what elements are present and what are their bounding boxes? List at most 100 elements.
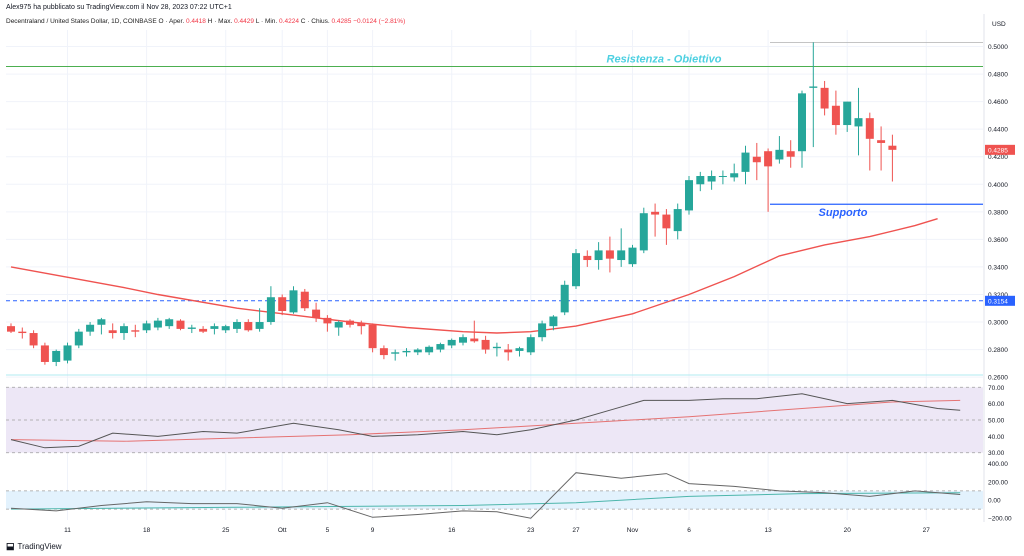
time-tick-label: 27 — [923, 527, 931, 534]
candle-body — [233, 322, 241, 329]
price-tick-label: 0.4600 — [988, 99, 1008, 106]
candle-body — [447, 339, 456, 346]
candle-body — [266, 297, 275, 323]
candle-body — [63, 345, 72, 361]
price-tick-label: 0.3200 — [988, 292, 1008, 299]
candle-body — [583, 255, 592, 261]
candle-body — [560, 284, 569, 313]
candle-body — [492, 346, 501, 349]
time-tick-label: 9 — [371, 527, 375, 534]
rsi-line — [10, 393, 961, 449]
candle-body — [673, 209, 682, 232]
candle-body — [357, 323, 366, 327]
publisher-line: Alex975 ha pubblicato su TradingView.com… — [6, 4, 232, 11]
candle-body — [809, 86, 818, 88]
resistance-annotation: Resistenza - Obiettivo — [607, 54, 722, 66]
time-tick-label: 27 — [572, 527, 580, 534]
price-tick-label: 0.3000 — [988, 320, 1008, 327]
price-tick-label: 0.2600 — [988, 375, 1008, 382]
candle-body — [459, 337, 467, 343]
candle-body — [718, 176, 727, 178]
change-value: −0.0124 (−2.81%) — [353, 18, 406, 25]
candle-body — [108, 330, 117, 334]
low-value: 0.4224 — [279, 18, 299, 25]
price-tick-label: 0.4200 — [988, 154, 1008, 161]
time-tick-label: 20 — [844, 527, 852, 534]
candle-body — [379, 348, 388, 356]
open-text: Aper. — [168, 18, 185, 25]
candle-body — [685, 180, 693, 211]
rsi-ma-line — [10, 399, 961, 442]
candle-body — [662, 214, 671, 229]
candle-body — [877, 140, 886, 143]
candle-body — [888, 145, 897, 150]
price-tick-label: 0.4800 — [988, 72, 1008, 79]
candle-body — [470, 338, 479, 342]
candle-body — [278, 297, 287, 311]
high-text: Max. — [218, 18, 233, 25]
rsi-tick-label: 50.00 — [988, 418, 1005, 425]
price-tick-label: 0.3400 — [988, 264, 1008, 271]
candle-body — [97, 319, 106, 325]
candle-body — [368, 324, 377, 349]
candle-body — [187, 327, 196, 329]
support-annotation: Supporto — [819, 207, 868, 219]
price-tick-label: 0.4000 — [988, 182, 1008, 189]
open-value: 0.4418 — [185, 18, 206, 25]
footer-logo[interactable]: ⬓ TradingView — [6, 541, 62, 552]
cci-ma-line — [10, 492, 961, 510]
candle-body — [334, 322, 343, 328]
time-tick-label: Ott — [278, 527, 287, 534]
candle-body — [843, 101, 852, 126]
price-tick-label: 0.3800 — [988, 209, 1008, 216]
footer-logo-text: TradingView — [17, 542, 62, 551]
candle-body — [764, 151, 773, 167]
candle-body — [481, 339, 490, 350]
candle-body — [131, 330, 140, 332]
last-price-badge — [985, 144, 1015, 155]
candle-body — [628, 247, 637, 265]
low-label: L — [255, 18, 260, 25]
candle-body — [40, 345, 49, 362]
candle-body — [425, 346, 434, 353]
moving-average-line — [10, 218, 938, 334]
candle-body — [696, 176, 705, 185]
candle-body — [199, 328, 208, 332]
candle-body — [300, 291, 309, 309]
candle-body — [820, 87, 829, 109]
candle-body — [605, 250, 614, 259]
candle-body — [402, 350, 411, 353]
candle-body — [142, 323, 151, 331]
candle-body — [29, 333, 38, 346]
time-tick-label: 11 — [64, 527, 71, 534]
rsi-tick-label: 70.00 — [988, 385, 1005, 392]
cci-line — [10, 472, 961, 519]
price-tick-label: 0.4400 — [988, 127, 1008, 134]
candle-body — [515, 348, 524, 351]
time-tick-label: 6 — [687, 527, 691, 534]
candle-body — [221, 326, 230, 331]
high-value: 0.4429 — [234, 18, 254, 25]
candle-body — [504, 349, 513, 353]
rsi-tick-label: 40.00 — [988, 434, 1005, 441]
candle-body — [255, 322, 264, 329]
candle-body — [572, 253, 580, 287]
price-tick-label: 0.5000 — [988, 44, 1008, 51]
open-label: O — [158, 18, 164, 25]
candle-body — [617, 250, 626, 261]
candle-body — [18, 331, 27, 334]
level-price-label: 0.3154 — [988, 298, 1008, 305]
cci-tick-label: −200.00 — [988, 516, 1012, 523]
price-tick-label: 0.2800 — [988, 347, 1008, 354]
currency-label: USD — [992, 21, 1006, 28]
tradingview-logo-icon: ⬓ — [6, 541, 15, 551]
candle-body — [639, 213, 648, 251]
candle-body — [786, 151, 795, 157]
close-text: Chius. — [311, 18, 330, 25]
candle-body — [854, 118, 863, 127]
time-tick-label: 23 — [527, 527, 535, 534]
last-price-label: 0.4285 — [988, 147, 1008, 154]
candle-body — [752, 156, 761, 163]
candle-body — [153, 320, 162, 328]
